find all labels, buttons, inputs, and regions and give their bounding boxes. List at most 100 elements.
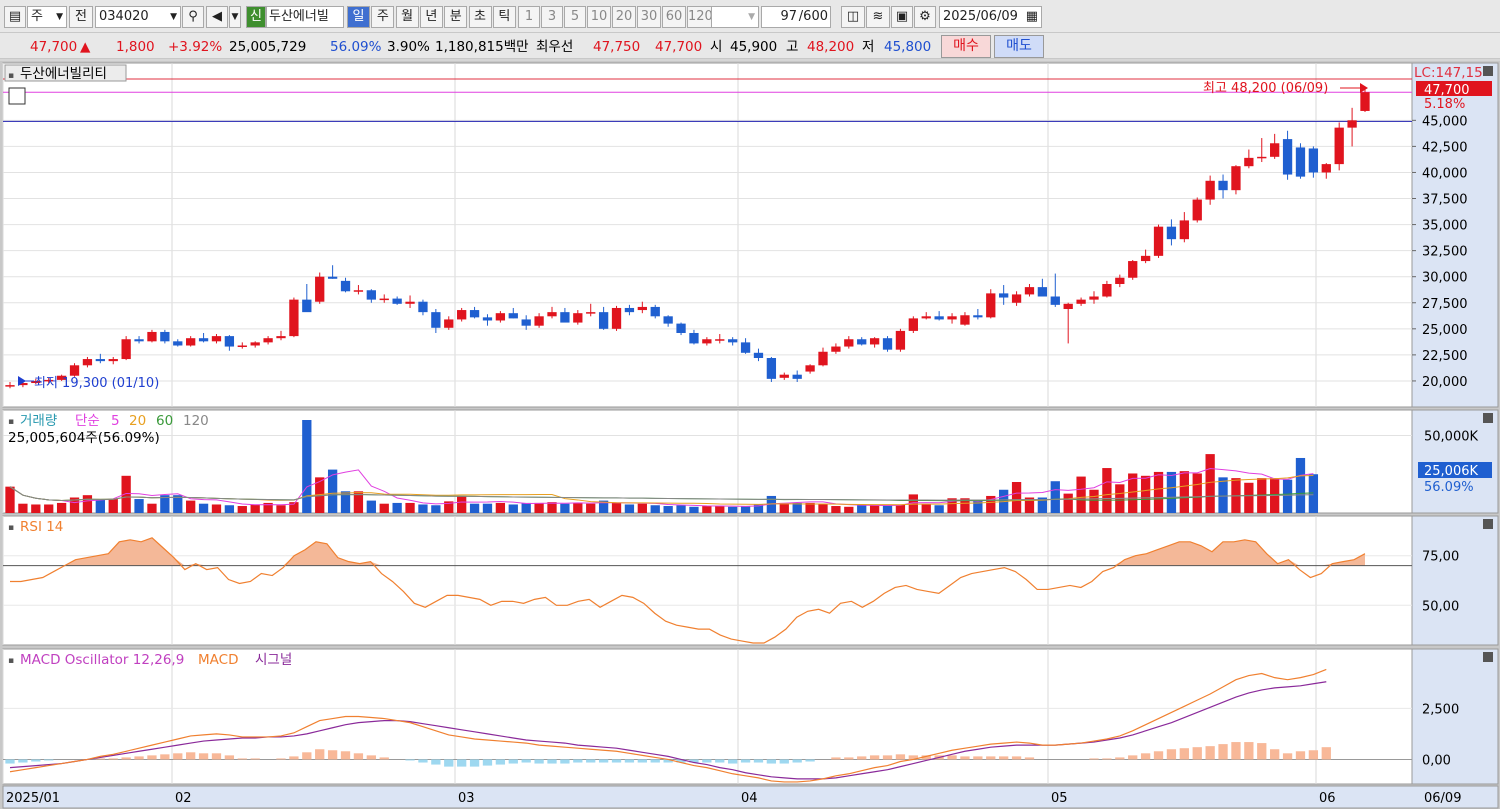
quote-best-bid: 47,700	[655, 39, 703, 55]
macd-osc-bar	[431, 759, 441, 765]
macd-osc-bar	[121, 757, 131, 760]
candle	[650, 306, 660, 317]
macd-osc-bar	[779, 759, 789, 764]
macd-osc-bar	[31, 759, 41, 762]
interval-select[interactable]: ▼	[711, 6, 759, 28]
candle	[1231, 166, 1241, 191]
volume-bar	[1076, 476, 1086, 513]
interval-tab[interactable]: 1	[518, 6, 540, 28]
period-tab[interactable]: 틱	[492, 6, 516, 28]
candle	[340, 280, 351, 292]
volume-bar	[1050, 481, 1060, 513]
candle	[1166, 226, 1177, 240]
search-icon[interactable]: ⚲	[182, 6, 204, 28]
x-tick-label: 2025/01	[6, 791, 60, 806]
macd-osc-bar	[908, 755, 918, 760]
volume-bar	[95, 499, 105, 513]
current-price-tag	[1416, 81, 1492, 96]
candle	[1037, 287, 1048, 297]
macd-osc-bar	[895, 754, 906, 760]
macd-osc-bar	[663, 759, 673, 763]
candle	[999, 293, 1009, 298]
pane-plot-3	[2, 648, 1413, 785]
line-type-icon[interactable]: ≋	[866, 6, 890, 28]
speaker-icon[interactable]: ◀	[206, 6, 228, 28]
period-tab[interactable]: 주	[371, 6, 395, 28]
macd-osc-bar	[211, 753, 222, 760]
candle-type-icon[interactable]: ◫	[841, 6, 865, 28]
lc-label: LC:147,15	[1414, 65, 1483, 81]
macd-osc-bar	[353, 753, 364, 760]
interval-tab[interactable]: 20	[612, 6, 636, 28]
macd-osc-bar	[715, 759, 725, 763]
buy-button[interactable]: 매수	[941, 35, 991, 58]
quote-volume-ratio: 56.09%	[330, 39, 382, 55]
volume-bar	[676, 505, 686, 513]
volume-bar	[405, 502, 415, 513]
candle	[18, 383, 28, 386]
chart-area[interactable]: 2025/01 02 03 04 05 06 06/09 20,000 22,500 25,000…	[0, 61, 1500, 809]
volume-bar	[353, 491, 364, 513]
interval-tab[interactable]: 30	[637, 6, 661, 28]
volume-bar	[1140, 475, 1151, 513]
macd-osc-bar	[1153, 751, 1164, 760]
volume-bar	[1063, 493, 1073, 513]
macd-osc-bar	[5, 759, 15, 764]
candle	[457, 310, 467, 320]
candle	[753, 352, 764, 359]
candle	[44, 379, 54, 382]
code-input[interactable]: 034020 ▼	[95, 6, 181, 28]
macd-osc-bar	[921, 755, 931, 760]
macd-osc-bar	[947, 755, 957, 760]
count-max: /600	[798, 9, 828, 24]
interval-tab[interactable]: 3	[541, 6, 563, 28]
interval-tab[interactable]: 60	[662, 6, 686, 28]
volume-bar	[5, 486, 15, 513]
interval-tab[interactable]: 10	[587, 6, 611, 28]
date-field[interactable]: 2025/06/09 ▦	[939, 6, 1042, 28]
volume-bar	[418, 504, 428, 513]
macd-osc-bar	[882, 755, 893, 760]
volume-ma-period: 20	[129, 413, 146, 429]
macd-osc-bar	[302, 752, 312, 760]
period-tab[interactable]: 월	[395, 6, 419, 28]
macd-osc-bar	[573, 759, 583, 763]
chevron-down-icon[interactable]: ▼	[229, 6, 241, 28]
volume-bar	[237, 506, 247, 513]
macd-osc-bar	[844, 757, 854, 760]
pane-close-icon	[1483, 519, 1493, 529]
period-tab[interactable]: 분	[444, 6, 468, 28]
candle	[121, 339, 131, 360]
count-field[interactable]: 97/600	[761, 6, 831, 28]
macd-osc-bar	[1128, 755, 1138, 760]
volume-bar	[818, 504, 828, 513]
period-tab[interactable]: 초	[468, 6, 492, 28]
period-tab[interactable]: 일	[347, 6, 370, 28]
quote-low-label: 저	[862, 39, 875, 55]
x-tick-label: 05	[1051, 791, 1068, 806]
sell-button[interactable]: 매도	[994, 35, 1044, 58]
volume-bar	[882, 505, 893, 513]
interval-tab[interactable]: 5	[564, 6, 586, 28]
volume-bar	[1128, 473, 1138, 513]
candle	[702, 339, 712, 344]
volume-bar	[366, 500, 376, 513]
type-select[interactable]: 주 ▼	[27, 6, 67, 28]
period-tab[interactable]: 년	[419, 6, 443, 28]
candle	[986, 293, 996, 318]
prev-button[interactable]: 전	[69, 6, 93, 28]
gear-icon[interactable]: ⚙	[914, 6, 936, 28]
x-tick-label: 02	[175, 791, 192, 806]
interval-tab[interactable]: 120	[687, 6, 713, 28]
macd-osc-bar	[857, 756, 867, 760]
save-icon[interactable]: ▣	[891, 6, 913, 28]
volume-current-label: 25,006K	[1424, 464, 1478, 479]
macd-osc-bar	[134, 756, 144, 760]
layout-icon[interactable]: ▤	[4, 6, 26, 28]
macd-osc-bar	[327, 750, 338, 760]
macd-osc-bar	[418, 759, 428, 763]
chevron-down-icon: ▼	[56, 12, 63, 22]
volume-bar	[779, 502, 789, 513]
pane-marker-icon: ▪	[8, 71, 14, 81]
candle	[831, 346, 841, 352]
